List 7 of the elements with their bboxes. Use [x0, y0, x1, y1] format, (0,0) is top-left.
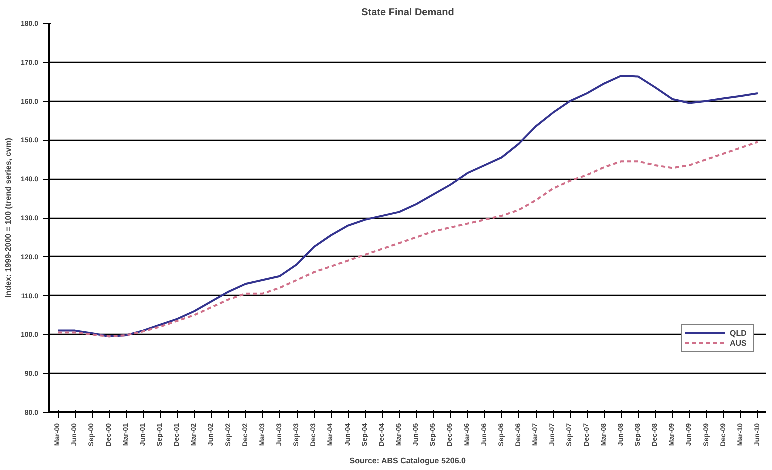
legend-label: AUS [730, 338, 748, 348]
y-axis-title: Index: 1999-2000 = 100 (trend series, cvm) [4, 138, 13, 298]
chart-title: State Final Demand [362, 8, 454, 18]
line-series [57, 141, 759, 338]
line-series [57, 75, 759, 338]
legend-label: QLD [730, 328, 748, 338]
source-note: Source: ABS Catalogue 5206.0 [350, 456, 466, 466]
